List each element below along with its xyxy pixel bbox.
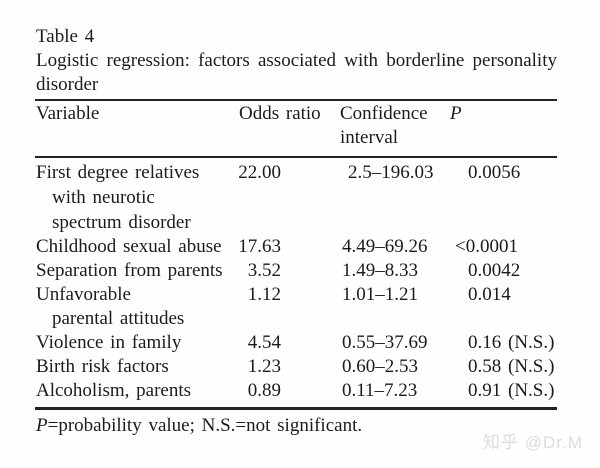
- confidence-interval-cell: 1.49–8.33: [342, 260, 418, 281]
- footnote-text: =probability value; N.S.=not significant…: [47, 415, 363, 436]
- odds-ratio-cell: 0.89: [247, 380, 281, 401]
- p-value-cell: 0.58 (N.S.): [468, 356, 555, 377]
- variable-cell-wrap: parental attitudes: [52, 308, 185, 329]
- confidence-interval-cell: 4.49–69.26: [342, 236, 428, 257]
- odds-ratio-cell: 1.12: [247, 284, 281, 305]
- header-p: P: [450, 103, 462, 124]
- table-caption-line-2: disorder: [36, 74, 99, 95]
- table-rule-header: [35, 156, 557, 158]
- table-row: First degree relatives 22.00 2.5–196.03 …: [0, 161, 600, 185]
- header-variable: Variable: [36, 103, 100, 124]
- variable-cell-wrap: with neurotic: [52, 187, 155, 208]
- p-value-cell: 0.0056: [468, 162, 521, 183]
- confidence-interval-cell: 0.60–2.53: [342, 356, 418, 377]
- footnote-p-symbol: P: [36, 415, 48, 436]
- odds-ratio-cell: 3.52: [247, 260, 281, 281]
- table-row: Childhood sexual abuse 17.63 4.49–69.26 …: [0, 235, 600, 259]
- confidence-interval-cell: 0.11–7.23: [342, 380, 418, 401]
- variable-cell-wrap: spectrum disorder: [52, 212, 191, 233]
- variable-cell: Violence in family: [36, 332, 182, 353]
- variable-cell: Separation from parents: [36, 260, 223, 281]
- table-row-continuation: spectrum disorder: [0, 211, 600, 235]
- table-row-continuation: with neurotic: [0, 186, 600, 210]
- variable-cell: Alcoholism, parents: [36, 380, 192, 401]
- header-confidence-line-1: Confidence: [340, 103, 428, 124]
- odds-ratio-cell: 4.54: [247, 332, 281, 353]
- table-header-row: Variable Odds ratio Confidence P: [0, 102, 600, 126]
- table-row: Violence in family 4.54 0.55–37.69 0.16 …: [0, 331, 600, 355]
- table-rule-bottom: [35, 407, 557, 410]
- watermark: 知乎 @Dr.M: [483, 433, 583, 452]
- confidence-interval-cell: 1.01–1.21: [342, 284, 418, 305]
- table-footnote: P=probability value; N.S.=not significan…: [36, 414, 362, 438]
- table-row: Birth risk factors 1.23 0.60–2.53 0.58 (…: [0, 355, 600, 379]
- variable-cell: First degree relatives: [36, 162, 200, 183]
- odds-ratio-cell: 17.63: [238, 236, 281, 257]
- table-row-continuation: parental attitudes: [0, 307, 600, 331]
- confidence-interval-cell: 2.5–196.03: [348, 162, 434, 183]
- p-value-cell: 0.16 (N.S.): [468, 332, 555, 353]
- p-value-cell: 0.0042: [468, 260, 521, 281]
- table-label: Table 4: [36, 26, 95, 47]
- table-row: Alcoholism, parents 0.89 0.11–7.23 0.91 …: [0, 379, 600, 403]
- table-rule-top: [35, 99, 557, 101]
- p-value-cell: <0.0001: [455, 236, 518, 257]
- confidence-interval-cell: 0.55–37.69: [342, 332, 428, 353]
- table-row: Unfavorable 1.12 1.01–1.21 0.014: [0, 283, 600, 307]
- variable-cell: Unfavorable: [36, 284, 131, 305]
- odds-ratio-cell: 1.23: [247, 356, 281, 377]
- variable-cell: Birth risk factors: [36, 356, 169, 377]
- table-row: Separation from parents 3.52 1.49–8.33 0…: [0, 259, 600, 283]
- variable-cell: Childhood sexual abuse: [36, 236, 222, 257]
- table-caption-line-1: Logistic regression: factors associated …: [36, 50, 557, 71]
- header-confidence-line-2: interval: [340, 127, 399, 148]
- header-odds-ratio: Odds ratio: [239, 103, 321, 124]
- p-value-cell: 0.014: [468, 284, 511, 305]
- table-header-row-line-2: interval: [0, 126, 600, 150]
- p-value-cell: 0.91 (N.S.): [468, 380, 555, 401]
- odds-ratio-cell: 22.00: [238, 162, 281, 183]
